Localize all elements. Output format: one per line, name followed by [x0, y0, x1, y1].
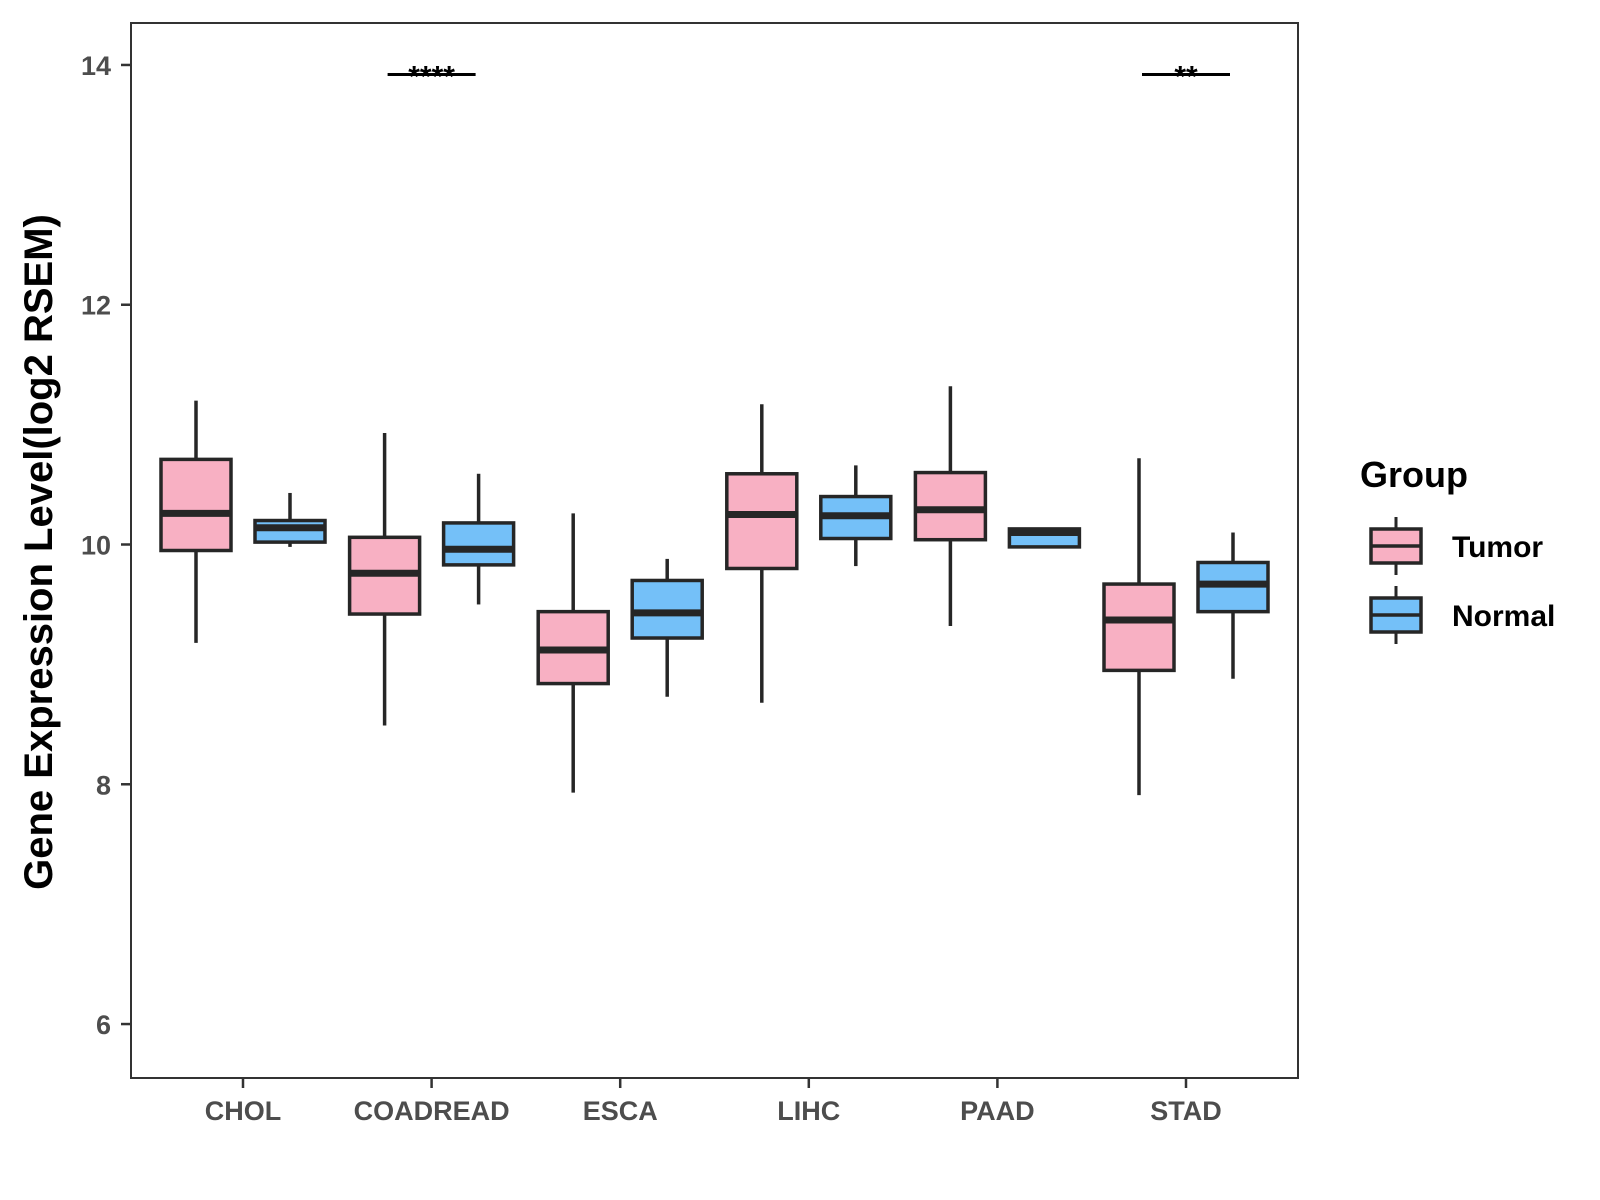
legend: Group Tumor Normal: [1360, 454, 1555, 644]
x-tick-label: CHOL: [205, 1096, 282, 1126]
box-body: [159, 457, 233, 553]
box-body: [725, 472, 799, 571]
tumor-box-esca: [536, 513, 610, 793]
x-tick-label: ESCA: [583, 1096, 658, 1126]
panel-border: [130, 22, 1299, 1079]
tumor-box-coadread: [347, 433, 422, 726]
tumor-box-lihc: [725, 404, 799, 703]
x-tick-label: STAD: [1150, 1096, 1222, 1126]
tumor-box-paad: [913, 386, 988, 627]
box-body: [441, 521, 516, 567]
y-tick-label: 6: [96, 1010, 111, 1040]
normal-box-chol: [253, 492, 327, 547]
y-tick-label: 10: [81, 531, 111, 561]
normal-box-coadread: [441, 473, 516, 605]
normal-box-lihc: [819, 465, 893, 567]
box-body: [1102, 582, 1176, 673]
significance-label: **: [1174, 61, 1198, 94]
legend-label: Normal: [1452, 600, 1555, 633]
box-body: [913, 470, 988, 542]
legend-label: Tumor: [1452, 531, 1543, 564]
x-tick-label: LIHC: [777, 1096, 840, 1126]
x-tick-label: COADREAD: [354, 1096, 510, 1126]
y-tick-label: 12: [81, 291, 111, 321]
box-body: [253, 518, 327, 544]
significance-label: ****: [408, 61, 455, 94]
legend-title: Group: [1360, 454, 1468, 495]
normal-box-paad: [1007, 527, 1082, 549]
y-axis-title: Gene Expression Level(log2 RSEM): [17, 214, 61, 890]
y-tick-label: 8: [96, 770, 111, 800]
x-tick-label: PAAD: [960, 1096, 1035, 1126]
tumor-box-chol: [159, 400, 233, 643]
legend-item-tumor: Tumor: [1369, 517, 1543, 575]
tumor-box-stad: [1102, 458, 1176, 796]
normal-box-esca: [630, 558, 704, 697]
box-body: [630, 578, 704, 640]
y-tick-label: 14: [81, 51, 111, 81]
normal-box-stad: [1196, 532, 1270, 679]
legend-item-normal: Normal: [1369, 586, 1555, 644]
